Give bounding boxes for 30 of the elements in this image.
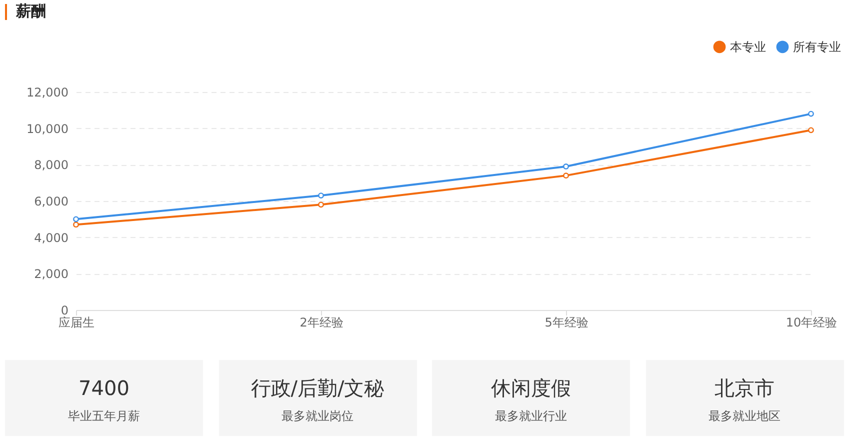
y-tick-label: 8,000 (34, 158, 68, 172)
point (73, 216, 79, 222)
point (318, 202, 324, 208)
text: 最多就业地区 (708, 408, 782, 425)
text: 休闲度假 (490, 376, 572, 400)
point (563, 172, 569, 179)
y-tick-label: 4,000 (34, 230, 68, 245)
text: 最多就业岗位 (280, 408, 354, 425)
point (318, 192, 324, 198)
y-tick-label: 6,000 (34, 194, 68, 208)
y-tick-label: 10,000 (26, 122, 68, 136)
x-tick-label: 应届生 (58, 316, 94, 330)
y-tick-label: 0 (60, 304, 68, 318)
y-tick-label: 12,000 (26, 86, 68, 100)
x-tick-label: 2年经验 (300, 316, 344, 330)
legend-label: 所有专业 (793, 40, 841, 54)
text: 北京市 (714, 376, 776, 400)
text: 毕业五年月薪 (67, 408, 141, 425)
point (73, 222, 79, 228)
legend-label: 本专业 (730, 40, 766, 54)
text: 最多就业行业 (494, 408, 568, 425)
point (563, 164, 569, 170)
text: 7400 (78, 376, 130, 400)
point (808, 110, 814, 117)
y-tick-label: 2,000 (34, 267, 68, 282)
x-tick-label: 5年经验 (544, 316, 588, 330)
text: 行政/后勤/文秘 (250, 376, 386, 400)
x-tick-label: 10年经验 (786, 316, 838, 330)
point (808, 127, 814, 134)
chart-title: 薪酬 (16, 2, 46, 21)
